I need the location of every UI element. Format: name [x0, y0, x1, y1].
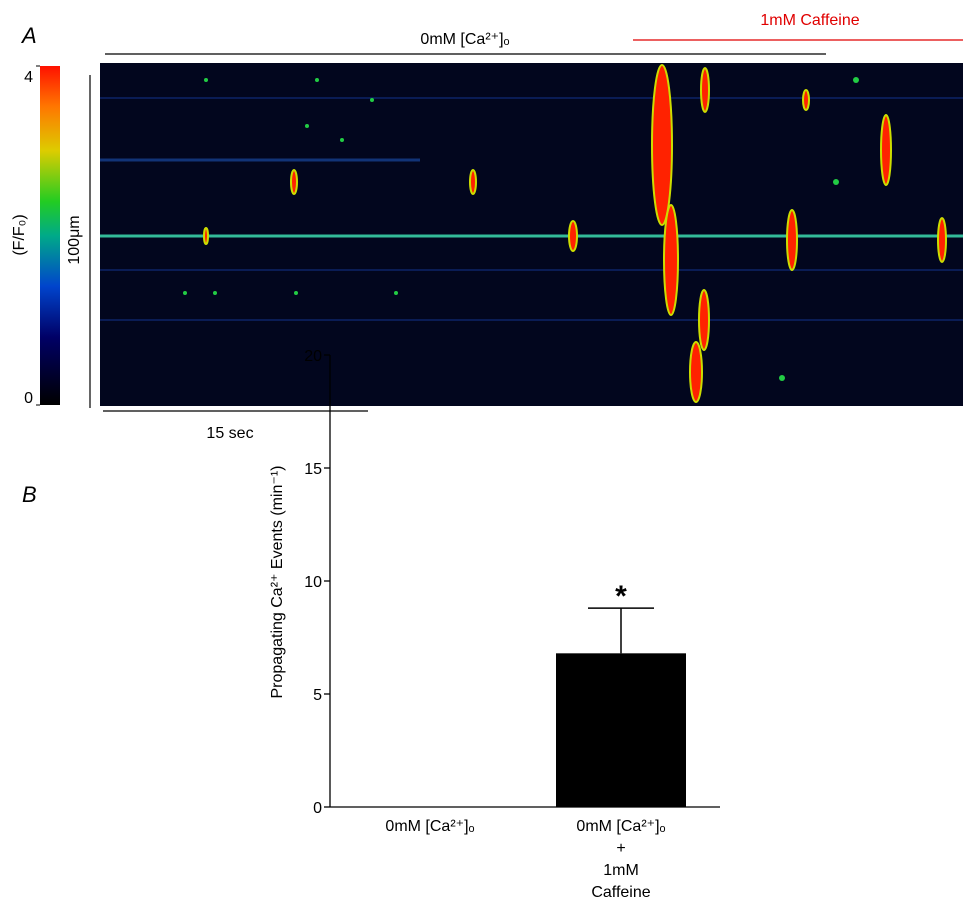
- colorbar: [40, 66, 60, 405]
- y-tick-label: 10: [304, 574, 322, 591]
- colorbar-tick-label: 4: [24, 69, 33, 86]
- time-scale-label: 15 sec: [206, 425, 253, 442]
- colorbar-tick-label: 0: [24, 390, 33, 407]
- y-tick-label: 20: [304, 348, 322, 365]
- panel-label: B: [22, 482, 37, 507]
- space-scale-label: 100μm: [66, 215, 83, 264]
- condition-label: 0mM [Ca²⁺]ₒ: [420, 31, 509, 48]
- colorbar-label: (F/F₀): [11, 214, 28, 255]
- panel-label: A: [20, 23, 37, 48]
- x-tick-label: 0mM [Ca²⁺]ₒ +1mM Caffeine: [576, 818, 665, 901]
- y-tick-label: 15: [304, 461, 322, 478]
- bar: [556, 653, 686, 807]
- y-tick-label: 5: [313, 687, 322, 704]
- linescan-image: [100, 63, 963, 406]
- treatment-label: 1mM Caffeine: [760, 12, 859, 29]
- x-tick-label: 0mM [Ca²⁺]ₒ: [385, 818, 474, 835]
- significance-marker: *: [615, 580, 627, 613]
- y-axis-label: Propagating Ca²⁺ Events (min⁻¹): [269, 466, 286, 699]
- y-tick-label: 0: [313, 800, 322, 817]
